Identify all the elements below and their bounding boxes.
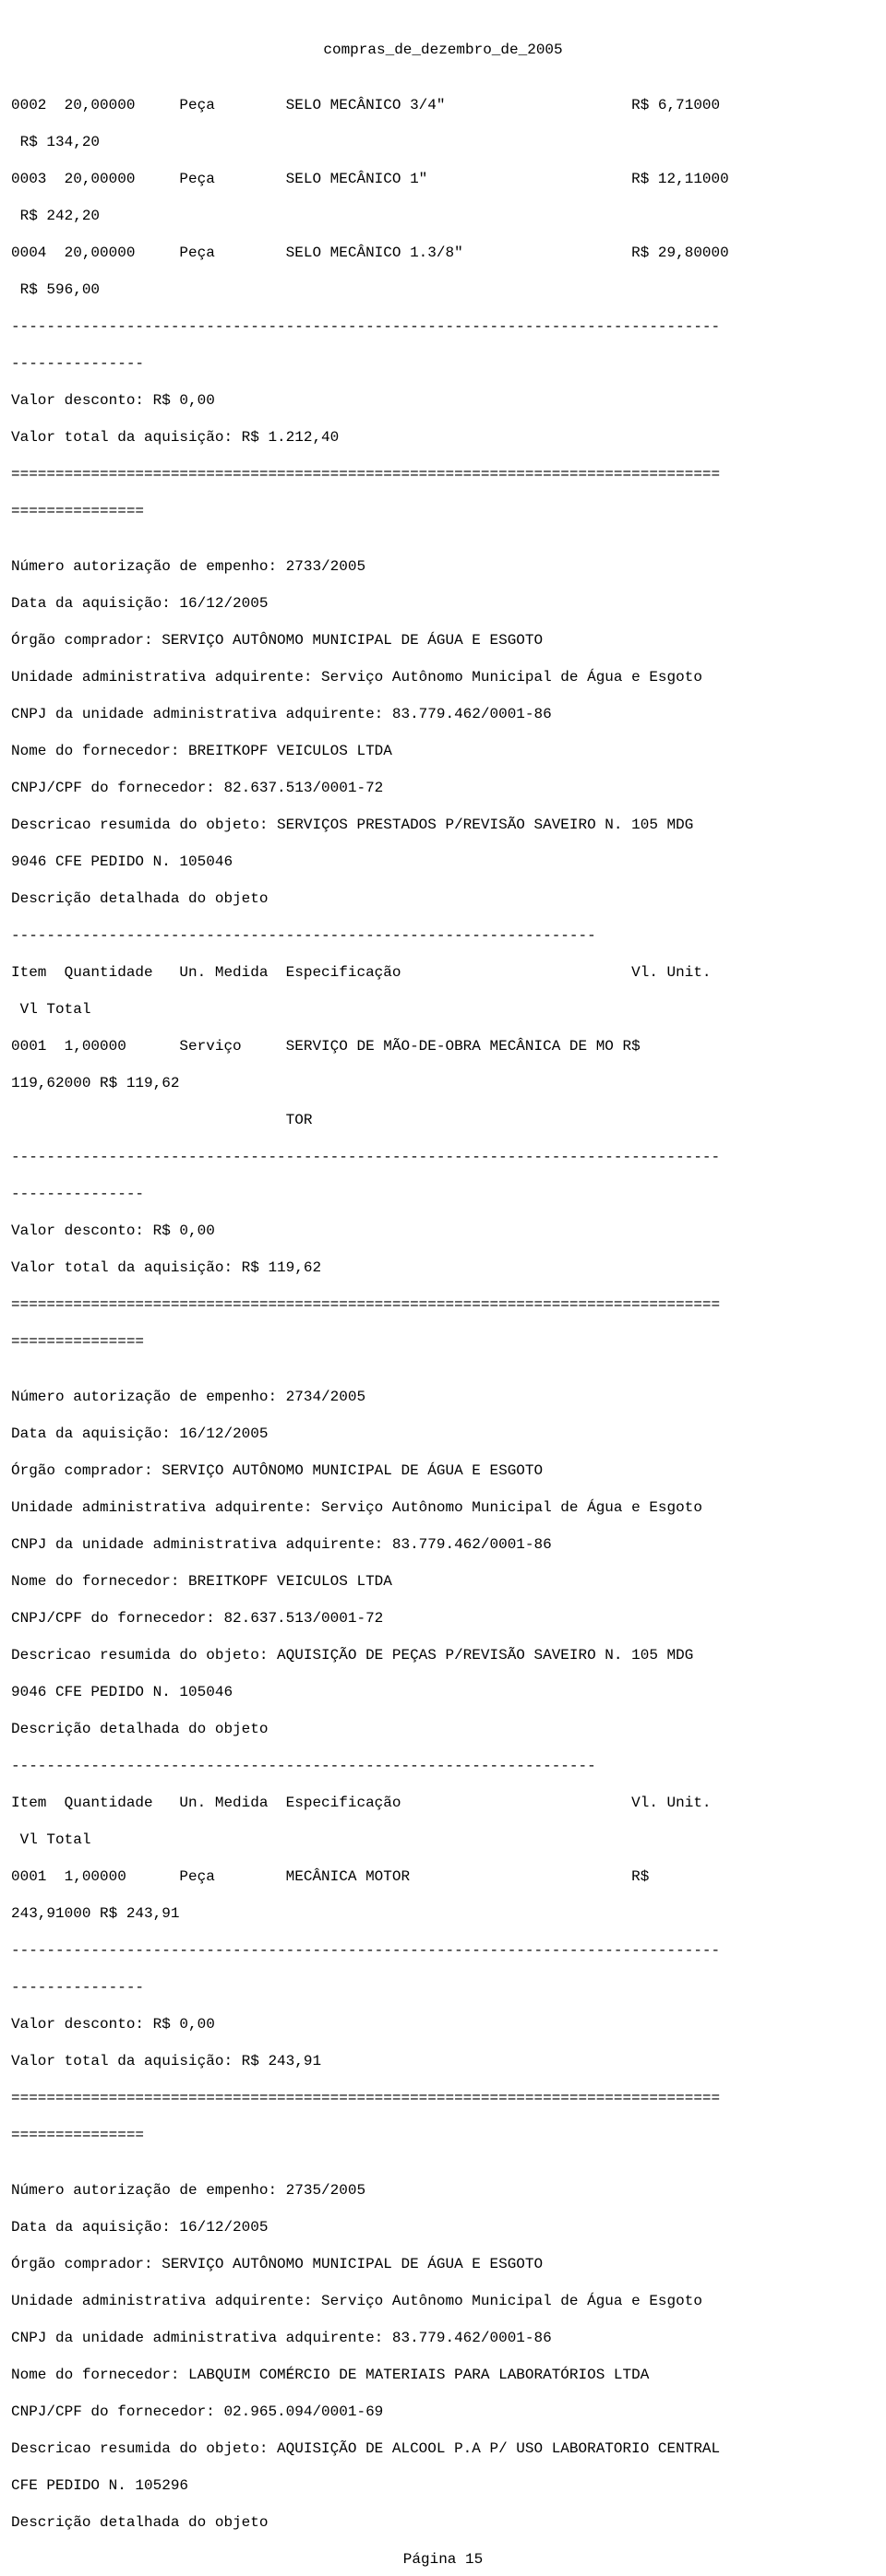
separator-dash: ----------------------------------------… (11, 1942, 720, 1959)
table-header-1b: Vl Total (11, 1001, 90, 1018)
desc-det-3: Descrição detalhada do objeto (11, 2514, 268, 2531)
unidade-1: Unidade administrativa adquirente: Servi… (11, 669, 702, 686)
fornecedor-1: Nome do fornecedor: BREITKOPF VEICULOS L… (11, 743, 392, 759)
desc-res-2a: Descricao resumida do objeto: AQUISIÇÃO … (11, 1647, 693, 1664)
table-row-1c: TOR (11, 1112, 312, 1128)
orgao-1: Órgão comprador: SERVIÇO AUTÔNOMO MUNICI… (11, 632, 543, 649)
item-0003-line1: 0003 20,00000 Peça SELO MECÂNICO 1" R$ 1… (11, 171, 729, 187)
separator-eq: ========================================… (11, 466, 720, 483)
item-0004-line1: 0004 20,00000 Peça SELO MECÂNICO 1.3/8" … (11, 244, 729, 261)
valor-total-1: Valor total da aquisição: R$ 119,62 (11, 1259, 321, 1276)
page-footer: Página 15 (11, 2550, 875, 2569)
desc-res-3b: CFE PEDIDO N. 105296 (11, 2477, 188, 2494)
table-row-1b: 119,62000 R$ 119,62 (11, 1075, 179, 1091)
separator-dash: ----------------------------------------… (11, 318, 720, 335)
cnpj-forn-1: CNPJ/CPF do fornecedor: 82.637.513/0001-… (11, 780, 383, 796)
table-row-2a: 0001 1,00000 Peça MECÂNICA MOTOR R$ (11, 1868, 649, 1885)
separator-eq: ========================================… (11, 1296, 720, 1313)
item-0002-total: R$ 134,20 (11, 134, 100, 150)
table-header-1a: Item Quantidade Un. Medida Especificação… (11, 964, 712, 981)
desc-res-1b: 9046 CFE PEDIDO N. 105046 (11, 853, 233, 870)
unidade-3: Unidade administrativa adquirente: Servi… (11, 2293, 702, 2309)
data-2: Data da aquisição: 16/12/2005 (11, 1425, 268, 1442)
empenho-3: Número autorização de empenho: 2735/2005 (11, 2182, 365, 2199)
separator-dash: ----------------------------------------… (11, 927, 596, 944)
item-0003-total: R$ 242,20 (11, 208, 100, 224)
separator-eq: =============== (11, 503, 144, 519)
valor-desconto-0: Valor desconto: R$ 0,00 (11, 392, 215, 409)
empenho-1: Número autorização de empenho: 2733/2005 (11, 558, 365, 575)
cnpj-unidade-1: CNPJ da unidade administrativa adquirent… (11, 706, 552, 722)
orgao-2: Órgão comprador: SERVIÇO AUTÔNOMO MUNICI… (11, 1462, 543, 1479)
valor-desconto-1: Valor desconto: R$ 0,00 (11, 1222, 215, 1239)
empenho-2: Número autorização de empenho: 2734/2005 (11, 1389, 365, 1405)
desc-res-3a: Descricao resumida do objeto: AQUISIÇÃO … (11, 2440, 720, 2457)
cnpj-unidade-2: CNPJ da unidade administrativa adquirent… (11, 1536, 552, 1553)
item-0002-line1: 0002 20,00000 Peça SELO MECÂNICO 3/4" R$… (11, 97, 720, 113)
orgao-3: Órgão comprador: SERVIÇO AUTÔNOMO MUNICI… (11, 2256, 543, 2272)
desc-det-2: Descrição detalhada do objeto (11, 1721, 268, 1737)
data-3: Data da aquisição: 16/12/2005 (11, 2219, 268, 2236)
document-title: compras_de_dezembro_de_2005 (11, 41, 875, 59)
cnpj-forn-2: CNPJ/CPF do fornecedor: 82.637.513/0001-… (11, 1610, 383, 1627)
table-header-2a: Item Quantidade Un. Medida Especificação… (11, 1795, 712, 1811)
table-header-2b: Vl Total (11, 1831, 90, 1848)
data-1: Data da aquisição: 16/12/2005 (11, 595, 268, 612)
table-row-2b: 243,91000 R$ 243,91 (11, 1905, 179, 1922)
desc-det-1: Descrição detalhada do objeto (11, 890, 268, 907)
desc-res-2b: 9046 CFE PEDIDO N. 105046 (11, 1684, 233, 1700)
unidade-2: Unidade administrativa adquirente: Servi… (11, 1499, 702, 1516)
separator-dash: --------------- (11, 1186, 144, 1202)
cnpj-unidade-3: CNPJ da unidade administrativa adquirent… (11, 2330, 552, 2346)
separator-eq: ========================================… (11, 2090, 720, 2106)
separator-dash: ----------------------------------------… (11, 1149, 720, 1165)
valor-total-2: Valor total da aquisição: R$ 243,91 (11, 2053, 321, 2069)
separator-dash: --------------- (11, 355, 144, 372)
desc-res-1a: Descricao resumida do objeto: SERVIÇOS P… (11, 817, 693, 833)
separator-eq: =============== (11, 2127, 144, 2143)
separator-dash: ----------------------------------------… (11, 1758, 596, 1774)
fornecedor-2: Nome do fornecedor: BREITKOPF VEICULOS L… (11, 1573, 392, 1590)
valor-total-0: Valor total da aquisição: R$ 1.212,40 (11, 429, 339, 446)
separator-eq: =============== (11, 1333, 144, 1350)
valor-desconto-2: Valor desconto: R$ 0,00 (11, 2016, 215, 2033)
fornecedor-3: Nome do fornecedor: LABQUIM COMÉRCIO DE … (11, 2367, 649, 2383)
separator-dash: --------------- (11, 1979, 144, 1996)
cnpj-forn-3: CNPJ/CPF do fornecedor: 02.965.094/0001-… (11, 2403, 383, 2420)
table-row-1a: 0001 1,00000 Serviço SERVIÇO DE MÃO-DE-O… (11, 1038, 641, 1055)
item-0004-total: R$ 596,00 (11, 281, 100, 298)
